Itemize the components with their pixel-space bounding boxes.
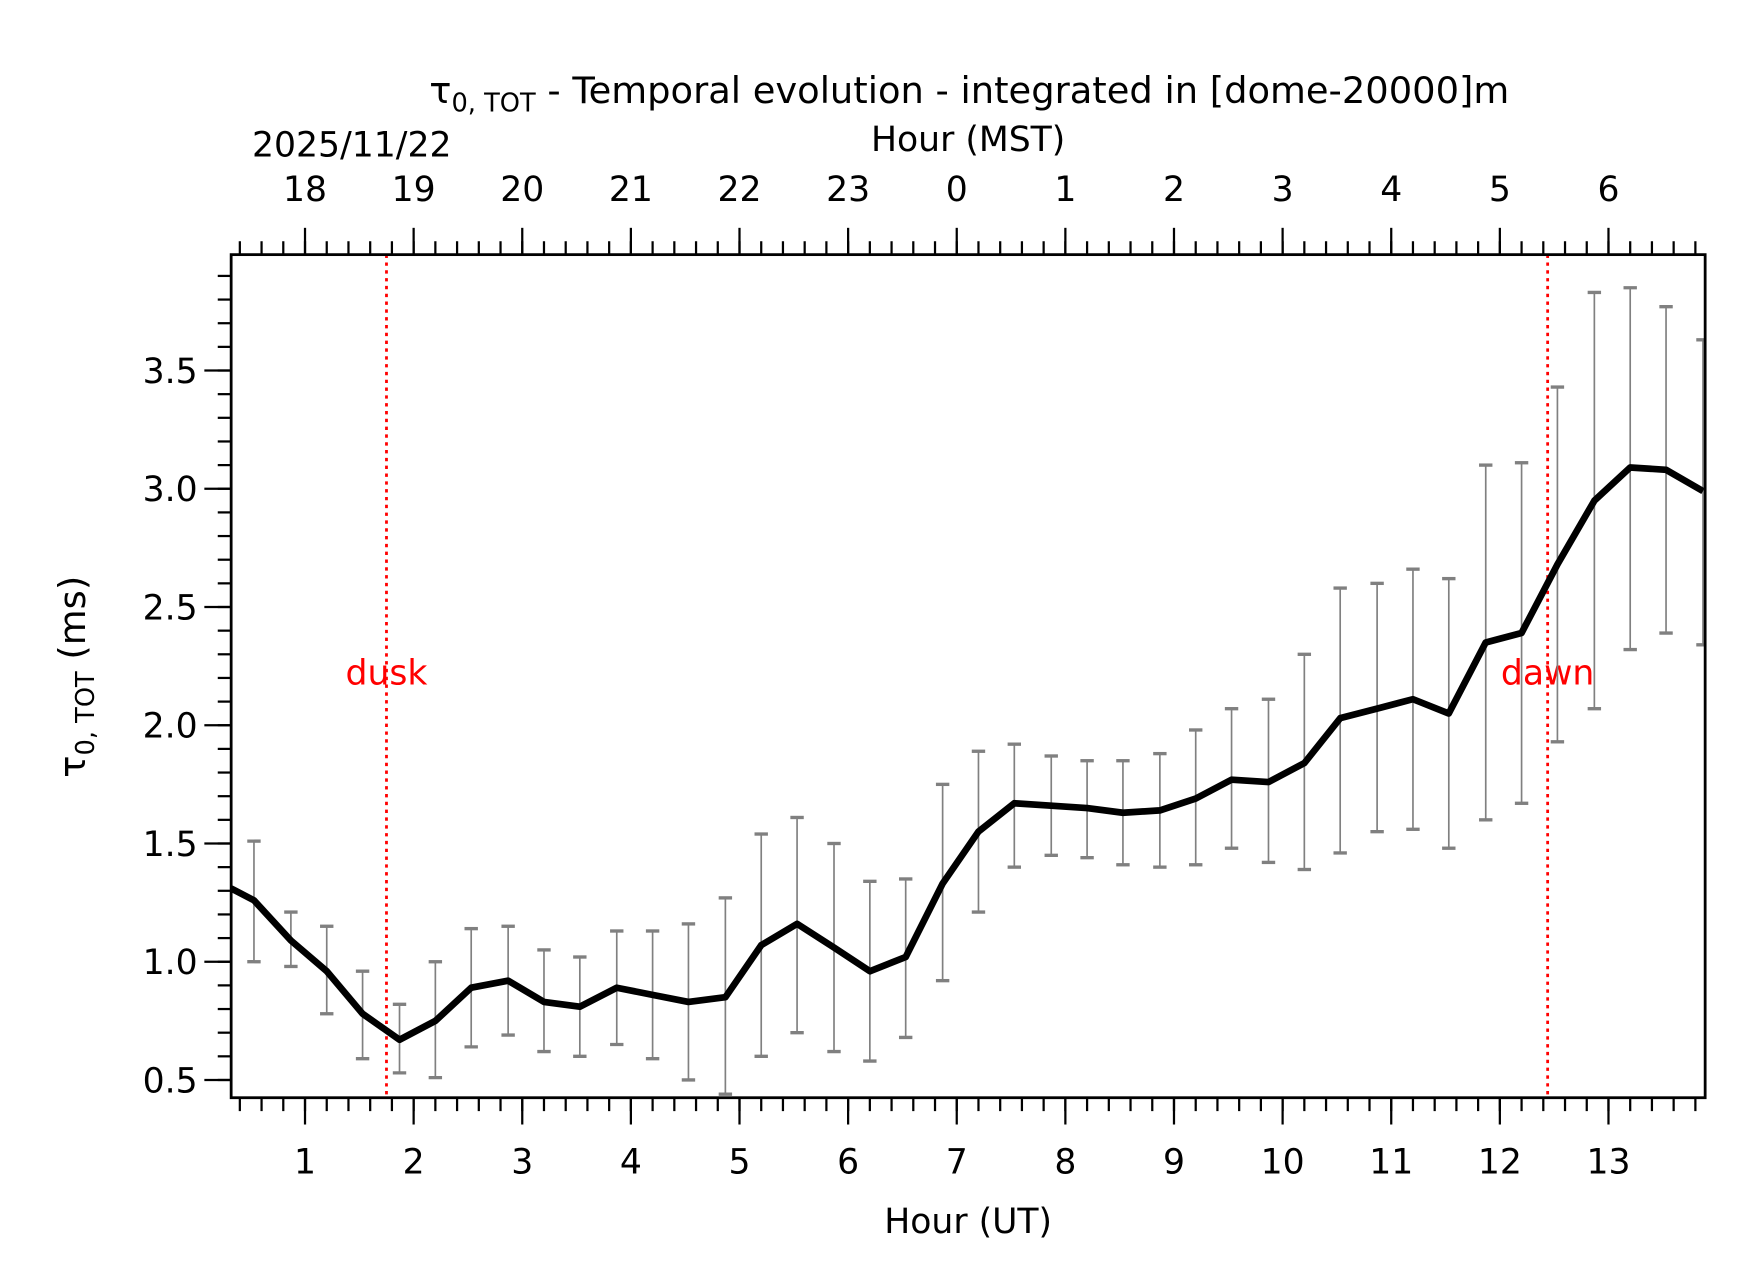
error-bar — [1696, 338, 1706, 647]
y-tick-label: 3.0 — [143, 470, 198, 510]
x2-tick-label: 19 — [392, 170, 436, 210]
x2-tick-label: 18 — [283, 170, 327, 210]
x-tick-label: 7 — [946, 1143, 968, 1183]
y-axis-label: τ0, TOT (ms) — [51, 576, 101, 778]
x2-tick-label: 20 — [500, 170, 544, 210]
x-axis-label: Hour (UT) — [884, 1202, 1052, 1242]
x-tick-label: 6 — [837, 1143, 859, 1183]
ylabel-subscript: 0, TOT — [71, 671, 101, 756]
x-tick-label: 3 — [511, 1143, 533, 1183]
x-tick-label: 12 — [1478, 1143, 1522, 1183]
data-line — [231, 464, 1705, 1044]
y-tick-label: 2.5 — [143, 588, 198, 628]
x2-tick-label: 2 — [1163, 170, 1185, 210]
title-rest: - Temporal evolution - integrated in [do… — [536, 69, 1510, 112]
title-subscript: 0, TOT — [451, 89, 536, 119]
x2-tick-label: 4 — [1380, 170, 1402, 210]
y-tick-label: 3.5 — [143, 352, 198, 392]
x2-tick-label: 21 — [609, 170, 653, 210]
x-tick-label: 8 — [1054, 1143, 1076, 1183]
x-tick-label: 5 — [728, 1143, 750, 1183]
x-tick-label: 2 — [403, 1143, 425, 1183]
plot-frame — [229, 253, 1707, 1100]
ylabel-symbol: τ — [51, 756, 94, 778]
x-tick-label: 9 — [1163, 1143, 1185, 1183]
y-tick-label: 0.5 — [143, 1061, 198, 1101]
x-tick-label: 10 — [1261, 1143, 1305, 1183]
x-tick-label: 13 — [1586, 1143, 1630, 1183]
x2-tick-label: 6 — [1597, 170, 1619, 210]
x-tick-label: 4 — [620, 1143, 642, 1183]
plot-area — [231, 254, 1706, 1098]
y-tick-label: 2.0 — [143, 707, 198, 747]
x2-tick-label: 23 — [826, 170, 870, 210]
date-label: 2025/11/22 — [252, 125, 451, 165]
y-tick-label: 1.5 — [143, 825, 198, 865]
x2-tick-label: 0 — [946, 170, 968, 210]
x-tick-label: 1 — [294, 1143, 316, 1183]
axes: 1182193204215226237081921031141251360.51… — [143, 170, 1697, 1183]
x2-tick-label: 22 — [717, 170, 761, 210]
x2-axis-label: Hour (MST) — [871, 120, 1065, 160]
ylabel-rest: (ms) — [51, 576, 94, 672]
x2-tick-label: 3 — [1272, 170, 1294, 210]
y-tick-label: 1.0 — [143, 943, 198, 983]
x-tick-label: 11 — [1369, 1143, 1413, 1183]
x2-tick-label: 1 — [1054, 170, 1076, 210]
x2-tick-label: 5 — [1489, 170, 1511, 210]
chart-title: τ0, TOT - Temporal evolution - integrate… — [429, 69, 1509, 119]
title-symbol: τ — [429, 69, 451, 112]
